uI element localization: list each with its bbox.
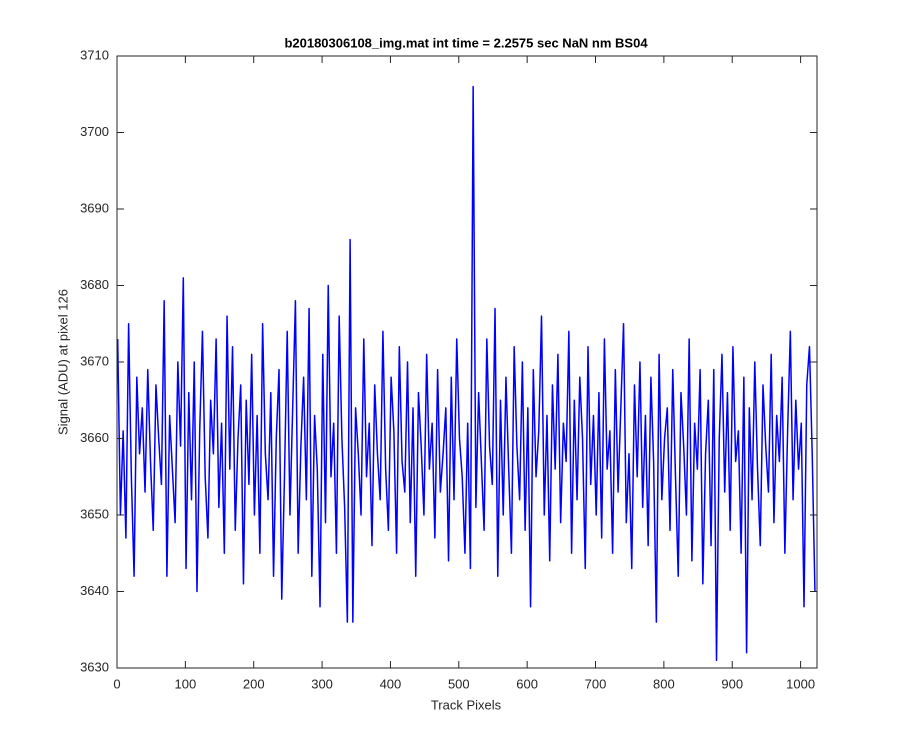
chart-title: b20180306108_img.mat int time = 2.2575 s… xyxy=(284,35,648,50)
x-tick-label: 100 xyxy=(175,676,197,691)
x-tick-label: 200 xyxy=(243,676,265,691)
x-tick-label: 800 xyxy=(653,676,675,691)
x-tick-label: 300 xyxy=(311,676,333,691)
x-axis-label: Track Pixels xyxy=(431,697,502,712)
x-tick-label: 700 xyxy=(585,676,607,691)
x-tick-label: 0 xyxy=(113,676,120,691)
x-tick-label: 500 xyxy=(448,676,470,691)
y-tick-label: 3670 xyxy=(80,353,109,368)
y-axis-label: Signal (ADU) at pixel 126 xyxy=(55,289,70,435)
x-tick-label: 900 xyxy=(721,676,743,691)
y-tick-label: 3630 xyxy=(80,659,109,674)
y-tick-label: 3650 xyxy=(80,506,109,521)
x-tick-label: 1000 xyxy=(786,676,815,691)
x-tick-label: 400 xyxy=(380,676,402,691)
y-tick-label: 3690 xyxy=(80,200,109,215)
y-tick-label: 3710 xyxy=(80,47,109,62)
y-tick-label: 3660 xyxy=(80,430,109,445)
y-tick-label: 3700 xyxy=(80,124,109,139)
y-tick-label: 3640 xyxy=(80,583,109,598)
y-tick-label: 3680 xyxy=(80,277,109,292)
x-tick-label: 600 xyxy=(516,676,538,691)
data-line xyxy=(116,85,816,662)
